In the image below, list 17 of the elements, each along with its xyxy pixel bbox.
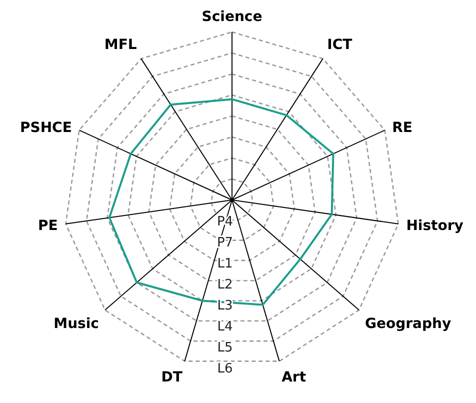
y-tick-label: L3 bbox=[217, 298, 233, 314]
spoke-label: Geography bbox=[365, 316, 452, 332]
y-tick-label: L2 bbox=[217, 278, 233, 293]
y-tick-label: L6 bbox=[217, 362, 233, 377]
y-tick-label: L5 bbox=[217, 340, 233, 356]
spoke-label: RE bbox=[392, 120, 412, 136]
spoke-label: DT bbox=[161, 369, 183, 386]
spoke-label: MFL bbox=[104, 37, 137, 54]
spoke-label: PE bbox=[38, 218, 58, 234]
spoke-label: History bbox=[406, 218, 464, 234]
spoke-label: ICT bbox=[327, 37, 353, 54]
spoke-label: Music bbox=[54, 316, 99, 332]
y-tick-label: L4 bbox=[217, 320, 233, 335]
spoke-label: Science bbox=[202, 9, 262, 26]
y-tick-label: L1 bbox=[217, 256, 233, 272]
spoke-label: PSHCE bbox=[20, 120, 72, 136]
spoke-label: Art bbox=[282, 369, 306, 386]
